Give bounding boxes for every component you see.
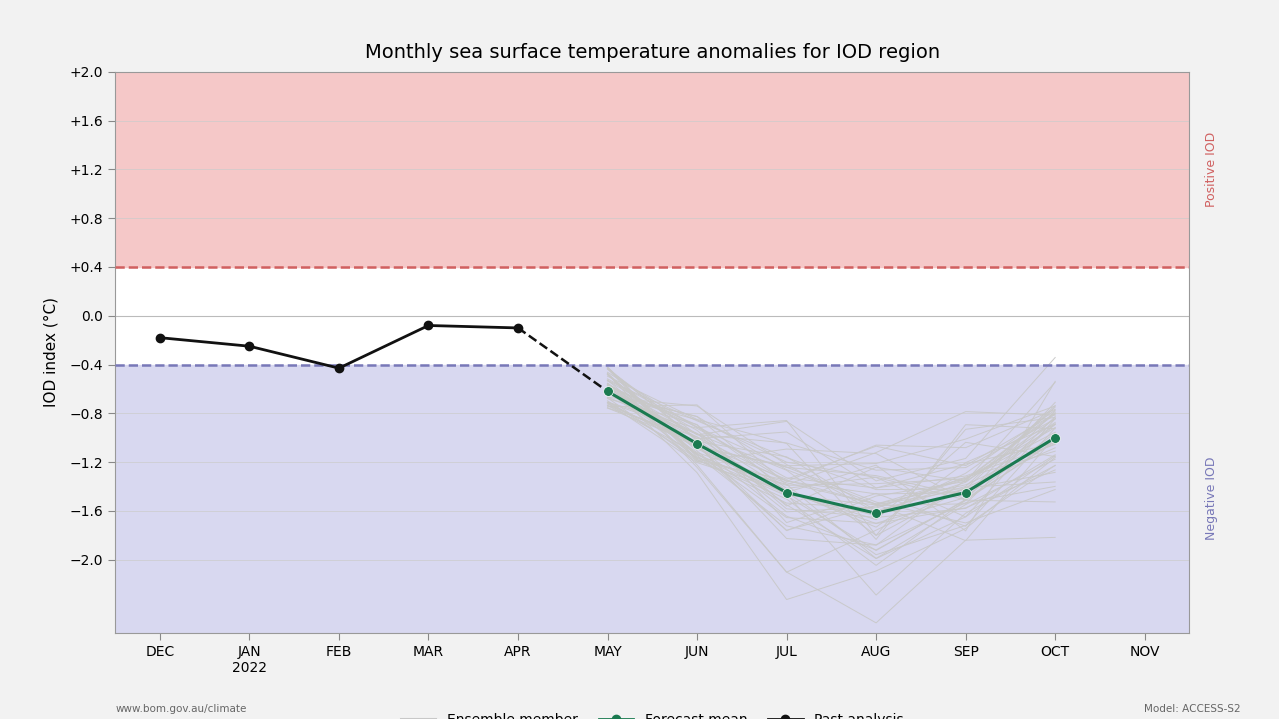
Text: Positive IOD: Positive IOD [1205,132,1218,207]
Text: www.bom.gov.au/climate: www.bom.gov.au/climate [115,704,247,714]
Title: Monthly sea surface temperature anomalies for IOD region: Monthly sea surface temperature anomalie… [365,43,940,62]
Text: Negative IOD: Negative IOD [1205,457,1218,541]
Y-axis label: IOD index (°C): IOD index (°C) [43,298,59,407]
Text: Model: ACCESS-S2: Model: ACCESS-S2 [1143,704,1241,714]
Bar [115,365,1189,633]
Bar [115,72,1189,267]
Legend: Ensemble member, Forecast mean, Past analysis: Ensemble member, Forecast mean, Past ana… [395,707,909,719]
